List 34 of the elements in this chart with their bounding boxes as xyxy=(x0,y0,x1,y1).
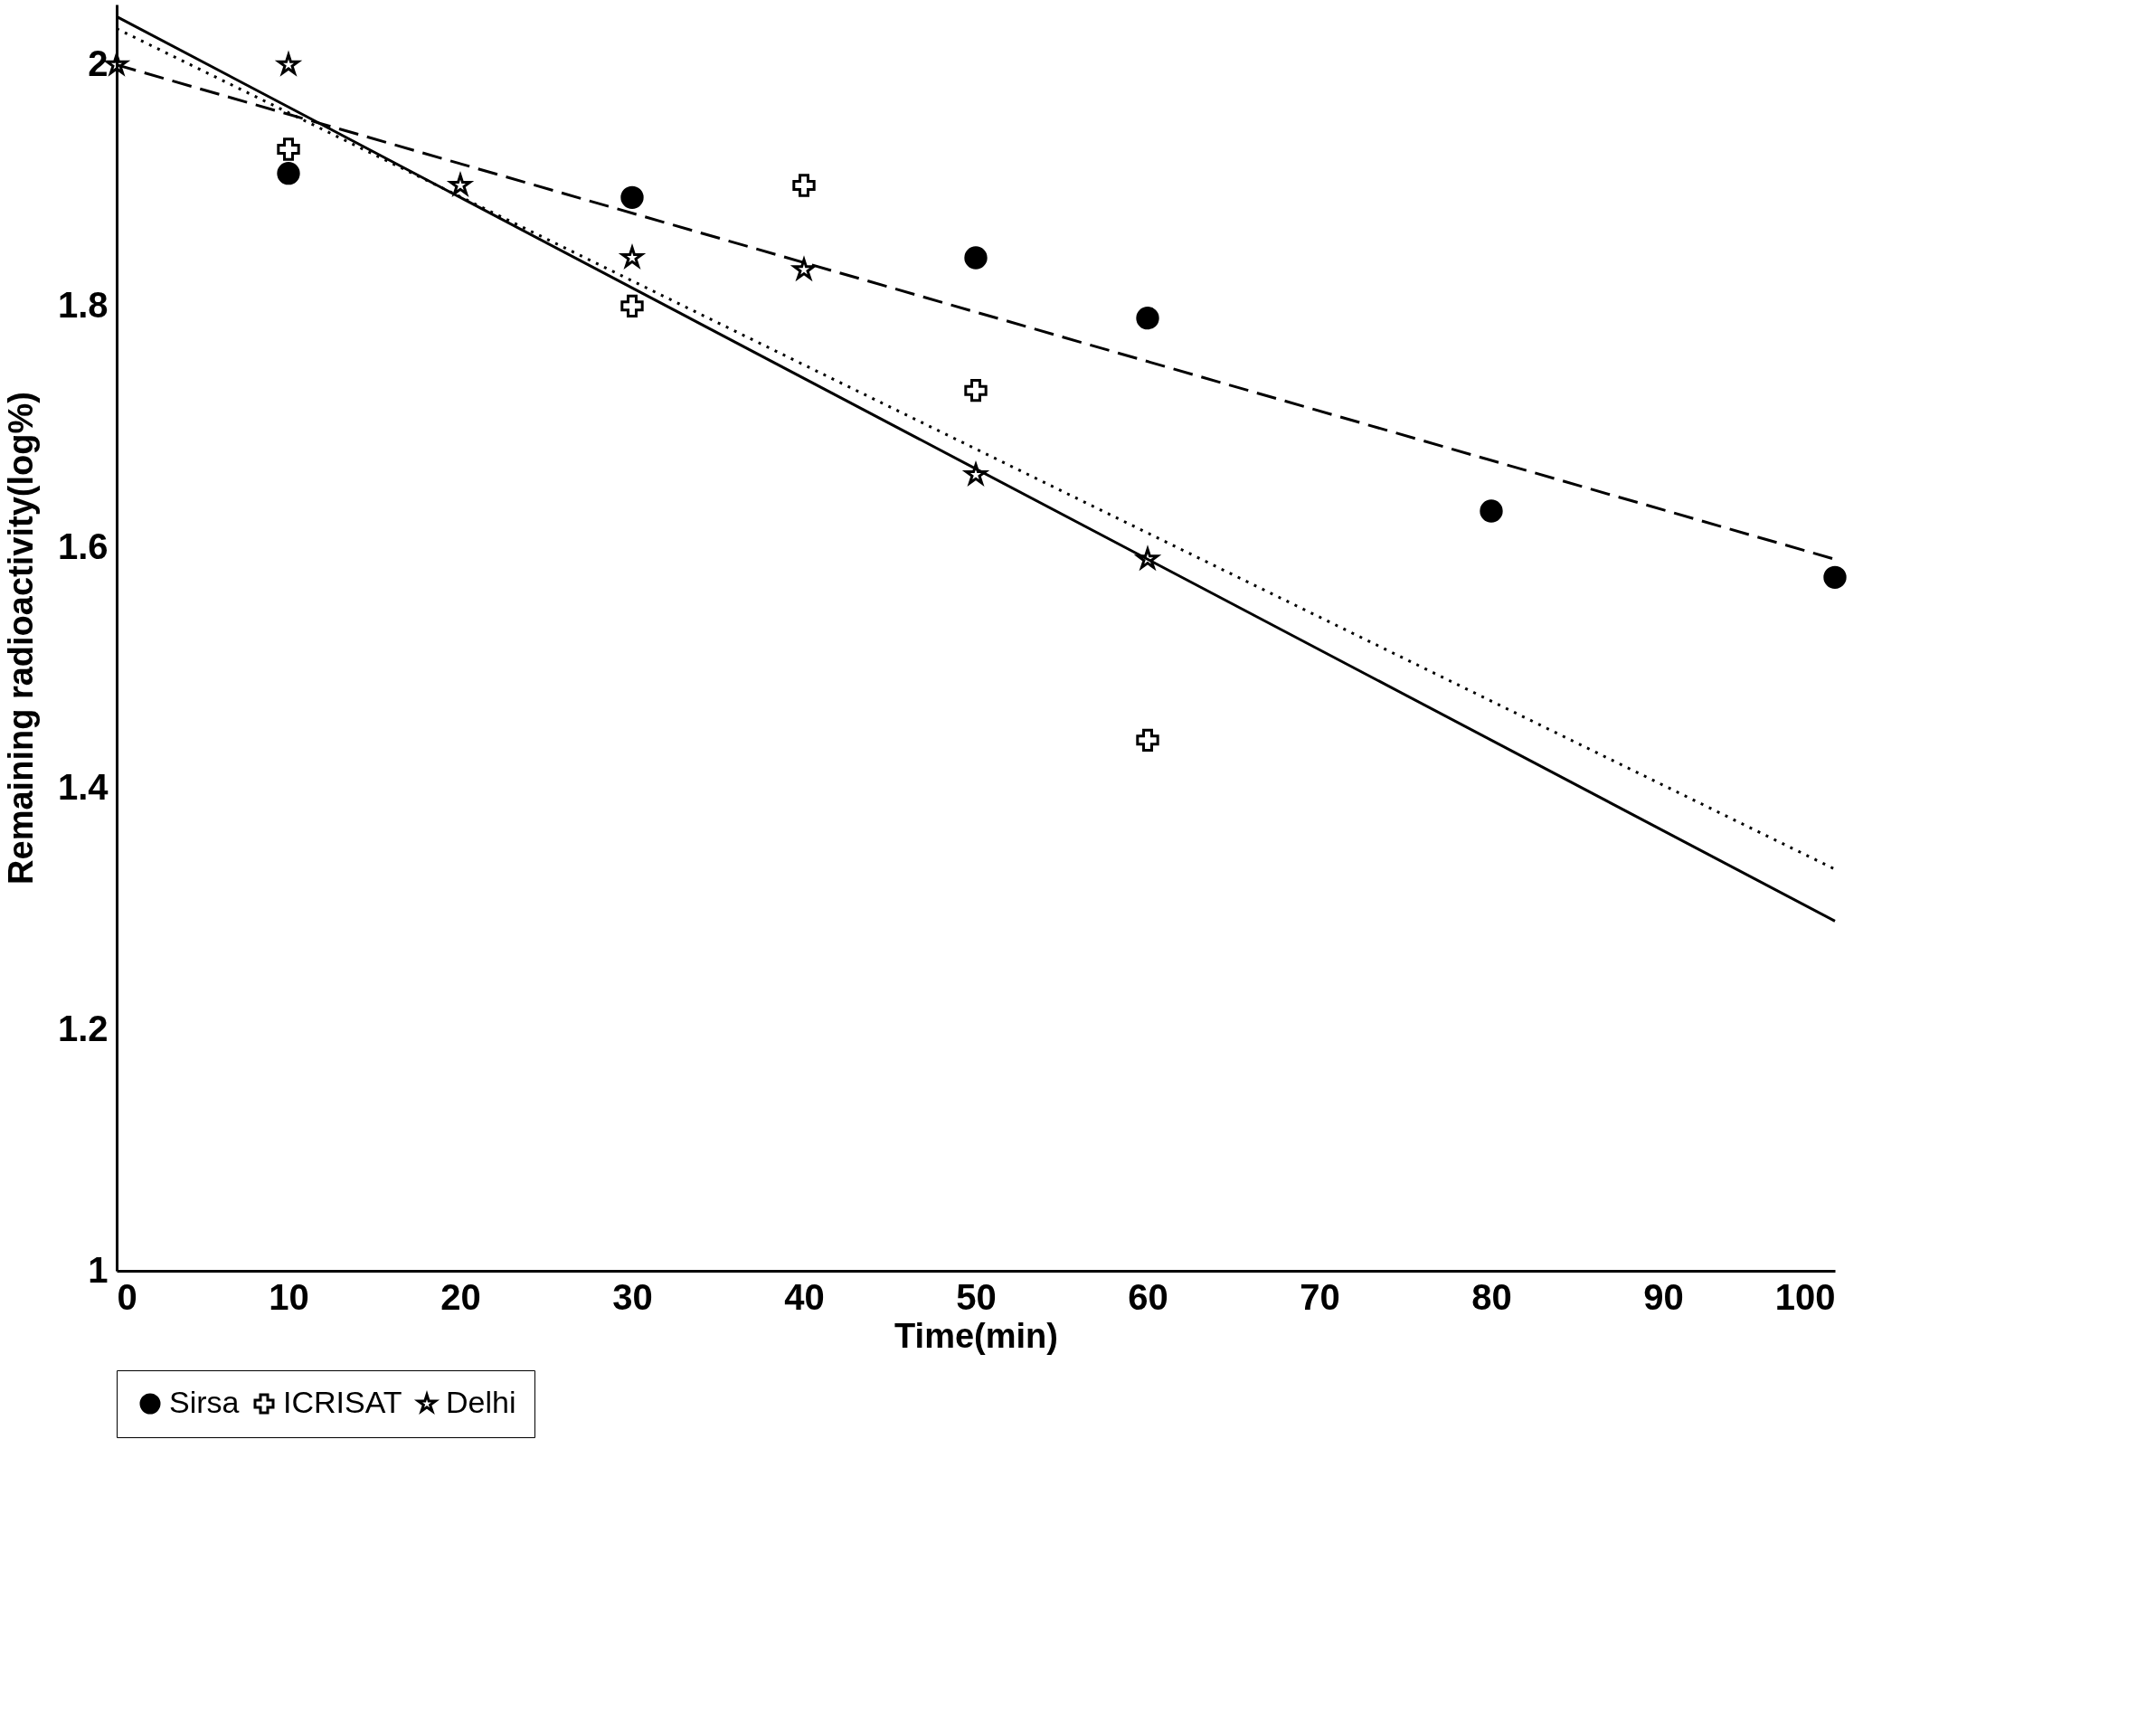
point xyxy=(1823,565,1847,589)
y-tick-label: 1.2 xyxy=(57,1008,109,1048)
x-tick-label: 100 xyxy=(1774,1276,1836,1317)
point xyxy=(1136,728,1159,753)
y-tick-label: 2 xyxy=(88,43,109,84)
x-tick-label: 40 xyxy=(784,1276,825,1317)
y-tick-label: 1.4 xyxy=(57,767,109,808)
x-tick-label: 30 xyxy=(612,1276,653,1317)
point xyxy=(964,378,988,402)
x-tick-label: 0 xyxy=(117,1276,137,1317)
point xyxy=(792,174,816,197)
y-axis-title: Remaining radioactivity(log%) xyxy=(1,392,40,885)
point xyxy=(1136,307,1159,330)
point xyxy=(277,137,300,161)
y-tick-label: 1 xyxy=(88,1249,109,1290)
x-tick-label: 90 xyxy=(1643,1276,1684,1317)
y-tick-label: 1.8 xyxy=(57,284,109,325)
x-tick-label: 20 xyxy=(440,1276,481,1317)
point xyxy=(620,294,644,318)
x-axis-title: Time(min) xyxy=(894,1316,1058,1355)
point xyxy=(277,162,300,185)
point xyxy=(105,52,130,77)
legend-label: ICRISAT xyxy=(283,1385,402,1419)
point xyxy=(964,246,988,270)
x-tick-label: 50 xyxy=(956,1276,997,1317)
x-tick-label: 70 xyxy=(1300,1276,1340,1317)
x-tick-label: 10 xyxy=(269,1276,309,1317)
legend-label: Sirsa xyxy=(169,1385,240,1419)
point xyxy=(620,185,644,209)
y-tick-label: 1.6 xyxy=(57,526,109,566)
x-tick-label: 60 xyxy=(1128,1276,1168,1317)
legend-label: Delhi xyxy=(446,1385,516,1419)
point xyxy=(1480,499,1503,523)
x-tick-label: 80 xyxy=(1471,1276,1512,1317)
